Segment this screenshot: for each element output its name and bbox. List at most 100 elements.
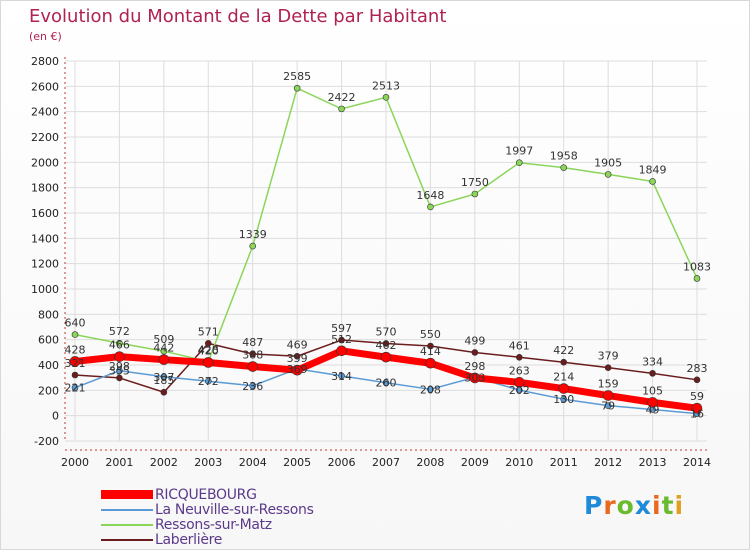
legend-swatch	[101, 538, 153, 541]
y-tick-label: 1200	[31, 258, 59, 271]
data-label-ressons-sur-matz: 1083	[683, 260, 711, 273]
x-tick-label: 2006	[328, 456, 356, 469]
data-label-ressons-sur-matz: 1849	[639, 163, 667, 176]
y-tick-label: 800	[38, 308, 59, 321]
data-point-ricquebourg	[425, 357, 436, 369]
data-label-laberli-re: 422	[553, 344, 574, 357]
data-point-ricquebourg	[602, 390, 614, 401]
data-label-laberli-re: 571	[198, 325, 219, 338]
data-label-la-neuville-sur-ressons: 208	[420, 383, 441, 396]
data-label-ressons-sur-matz: 1905	[594, 156, 622, 169]
legend-label: Laberlière	[155, 531, 223, 548]
y-tick-label: 1400	[31, 232, 59, 245]
data-point-laberli-re	[427, 342, 434, 350]
data-point-ricquebourg	[558, 383, 570, 394]
data-label-la-neuville-sur-ressons: 202	[509, 384, 530, 397]
legend-label: La Neuville-sur-Ressons	[155, 501, 314, 518]
data-point-la-neuville-sur-ressons	[116, 367, 123, 375]
y-tick-label: 2200	[31, 131, 59, 144]
y-tick-label: 1800	[31, 182, 59, 195]
data-point-ressons-sur-matz	[160, 347, 168, 355]
legend-item-ricquebourg: RICQUEBOURG	[101, 486, 314, 503]
data-point-laberli-re	[649, 370, 656, 377]
x-tick-label: 2002	[150, 456, 178, 469]
data-label-ressons-sur-matz: 428	[198, 343, 219, 356]
data-point-laberli-re	[249, 350, 257, 358]
x-tick-label: 2010	[505, 456, 533, 469]
legend-swatch	[101, 523, 153, 526]
chart-title: Evolution du Montant de la Dette par Hab…	[29, 6, 447, 27]
data-label-la-neuville-sur-ressons: 355	[109, 365, 130, 378]
data-label-la-neuville-sur-ressons: 79	[601, 400, 615, 413]
data-label-ricquebourg: 298	[464, 360, 485, 373]
data-label-laberli-re: 379	[598, 350, 619, 363]
x-tick-label: 2007	[372, 456, 400, 469]
data-point-la-neuville-sur-ressons	[204, 377, 212, 385]
data-label-ricquebourg: 442	[153, 342, 174, 355]
x-tick-label: 2004	[239, 456, 267, 469]
data-point-ricquebourg	[336, 345, 347, 357]
data-point-ressons-sur-matz	[338, 105, 345, 113]
data-label-ressons-sur-matz: 2513	[372, 79, 400, 92]
x-tick-label: 2013	[639, 456, 667, 469]
data-label-laberli-re: 550	[420, 328, 441, 341]
data-label-la-neuville-sur-ressons: 272	[198, 375, 219, 388]
data-label-ressons-sur-matz: 1750	[461, 176, 489, 189]
x-tick-label: 2001	[105, 456, 133, 469]
data-label-ressons-sur-matz: 1648	[416, 189, 444, 202]
chart-subtitle: (en €)	[29, 30, 62, 43]
data-point-ricquebourg	[647, 397, 658, 408]
data-label-la-neuville-sur-ressons: 16	[690, 408, 704, 421]
data-point-laberli-re	[160, 388, 168, 396]
data-point-laberli-re	[116, 374, 123, 382]
legend-item-laberli-re: Laberlière	[101, 531, 314, 548]
data-point-laberli-re	[693, 376, 701, 384]
data-point-ricquebourg	[114, 351, 125, 362]
data-point-ressons-sur-matz	[116, 339, 123, 347]
x-tick-label: 2005	[283, 456, 311, 469]
data-point-ressons-sur-matz	[560, 164, 568, 171]
data-point-la-neuville-sur-ressons	[160, 373, 168, 381]
data-label-laberli-re: 298	[109, 360, 130, 373]
y-tick-label: 0	[52, 410, 59, 423]
data-point-la-neuville-sur-ressons	[338, 372, 345, 380]
data-point-ricquebourg	[247, 361, 259, 372]
data-label-laberli-re: 283	[687, 362, 708, 375]
data-label-ricquebourg: 159	[598, 378, 619, 391]
data-label-ricquebourg: 466	[109, 339, 130, 352]
y-tick-label: 2600	[31, 80, 59, 93]
data-point-laberli-re	[293, 352, 301, 360]
data-label-laberli-re: 321	[65, 357, 86, 370]
data-point-ressons-sur-matz	[649, 178, 656, 185]
y-tick-label: 1000	[31, 283, 59, 296]
data-label-ressons-sur-matz: 1958	[550, 150, 578, 163]
data-point-ressons-sur-matz	[693, 275, 701, 282]
data-label-ricquebourg: 59	[690, 390, 704, 403]
x-tick-label: 2000	[61, 456, 89, 469]
y-tick-label: 400	[38, 359, 59, 372]
data-label-la-neuville-sur-ressons: 130	[553, 393, 574, 406]
data-point-ricquebourg	[202, 357, 214, 368]
x-tick-label: 2009	[461, 456, 489, 469]
data-point-la-neuville-sur-ressons	[604, 402, 612, 409]
grid	[65, 60, 707, 442]
legend-label: RICQUEBOURG	[155, 486, 257, 503]
legend-item-la-neuville-sur-ressons: La Neuville-sur-Ressons	[101, 501, 314, 518]
data-label-la-neuville-sur-ressons: 314	[331, 370, 352, 383]
data-label-ricquebourg: 214	[553, 371, 574, 384]
data-point-ressons-sur-matz	[382, 94, 390, 101]
x-tick-label: 2012	[594, 456, 622, 469]
data-label-laberli-re: 185	[153, 374, 174, 387]
data-point-la-neuville-sur-ressons	[249, 382, 257, 390]
data-point-ressons-sur-matz	[249, 242, 257, 250]
data-point-laberli-re	[204, 340, 212, 347]
data-point-laberli-re	[515, 353, 523, 361]
data-label-la-neuville-sur-ressons: 260	[376, 377, 397, 390]
data-label-laberli-re: 487	[242, 336, 263, 349]
data-point-ricquebourg	[158, 354, 170, 365]
legend-label: Ressons-sur-Matz	[155, 516, 272, 533]
x-tick-label: 2014	[683, 456, 711, 469]
legend-swatch	[101, 508, 153, 511]
